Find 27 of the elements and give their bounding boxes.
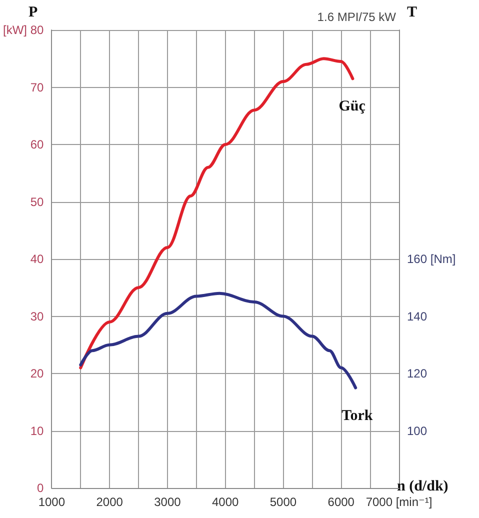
y-tick-label: 50 <box>30 194 44 209</box>
x-tick-label: 5000 <box>270 495 297 509</box>
y-tick-label: 10 <box>30 424 44 438</box>
y2-tick-label: 160 [Nm] <box>407 252 456 266</box>
y-tick-label: 0 <box>36 481 44 495</box>
y-tick-label: 40 <box>30 252 44 266</box>
x-tick-label: 7000 [min⁻¹] <box>366 495 432 509</box>
y2-tick-label: 100 <box>407 424 428 438</box>
x-tick-label: 4000 <box>212 495 240 509</box>
x-tick-label: 1000 <box>38 495 66 509</box>
y-axis-title: P <box>28 4 38 20</box>
y-tick-label: 30 <box>30 309 44 324</box>
x-tick-label: 3000 <box>154 495 182 509</box>
y-tick-label: 20 <box>30 366 44 380</box>
x-tick-label: 6000 <box>328 495 355 509</box>
y2-axis-title: T <box>407 4 418 20</box>
y-tick-label: 60 <box>30 138 44 152</box>
series-label: Tork <box>342 408 374 424</box>
y2-tick-label: 140 <box>407 309 428 324</box>
y-tick-label: [kW] 80 <box>2 23 44 37</box>
series-label: Güç <box>338 98 366 115</box>
y-tick-label: 70 <box>30 80 44 94</box>
line-series <box>79 292 358 390</box>
x-tick-label: 2000 <box>96 495 124 509</box>
x-axis-title: n (d/dk) <box>397 478 448 494</box>
y2-tick-label: 120 <box>407 366 428 380</box>
chart-title: 1.6 MPI/75 kW <box>317 10 397 24</box>
